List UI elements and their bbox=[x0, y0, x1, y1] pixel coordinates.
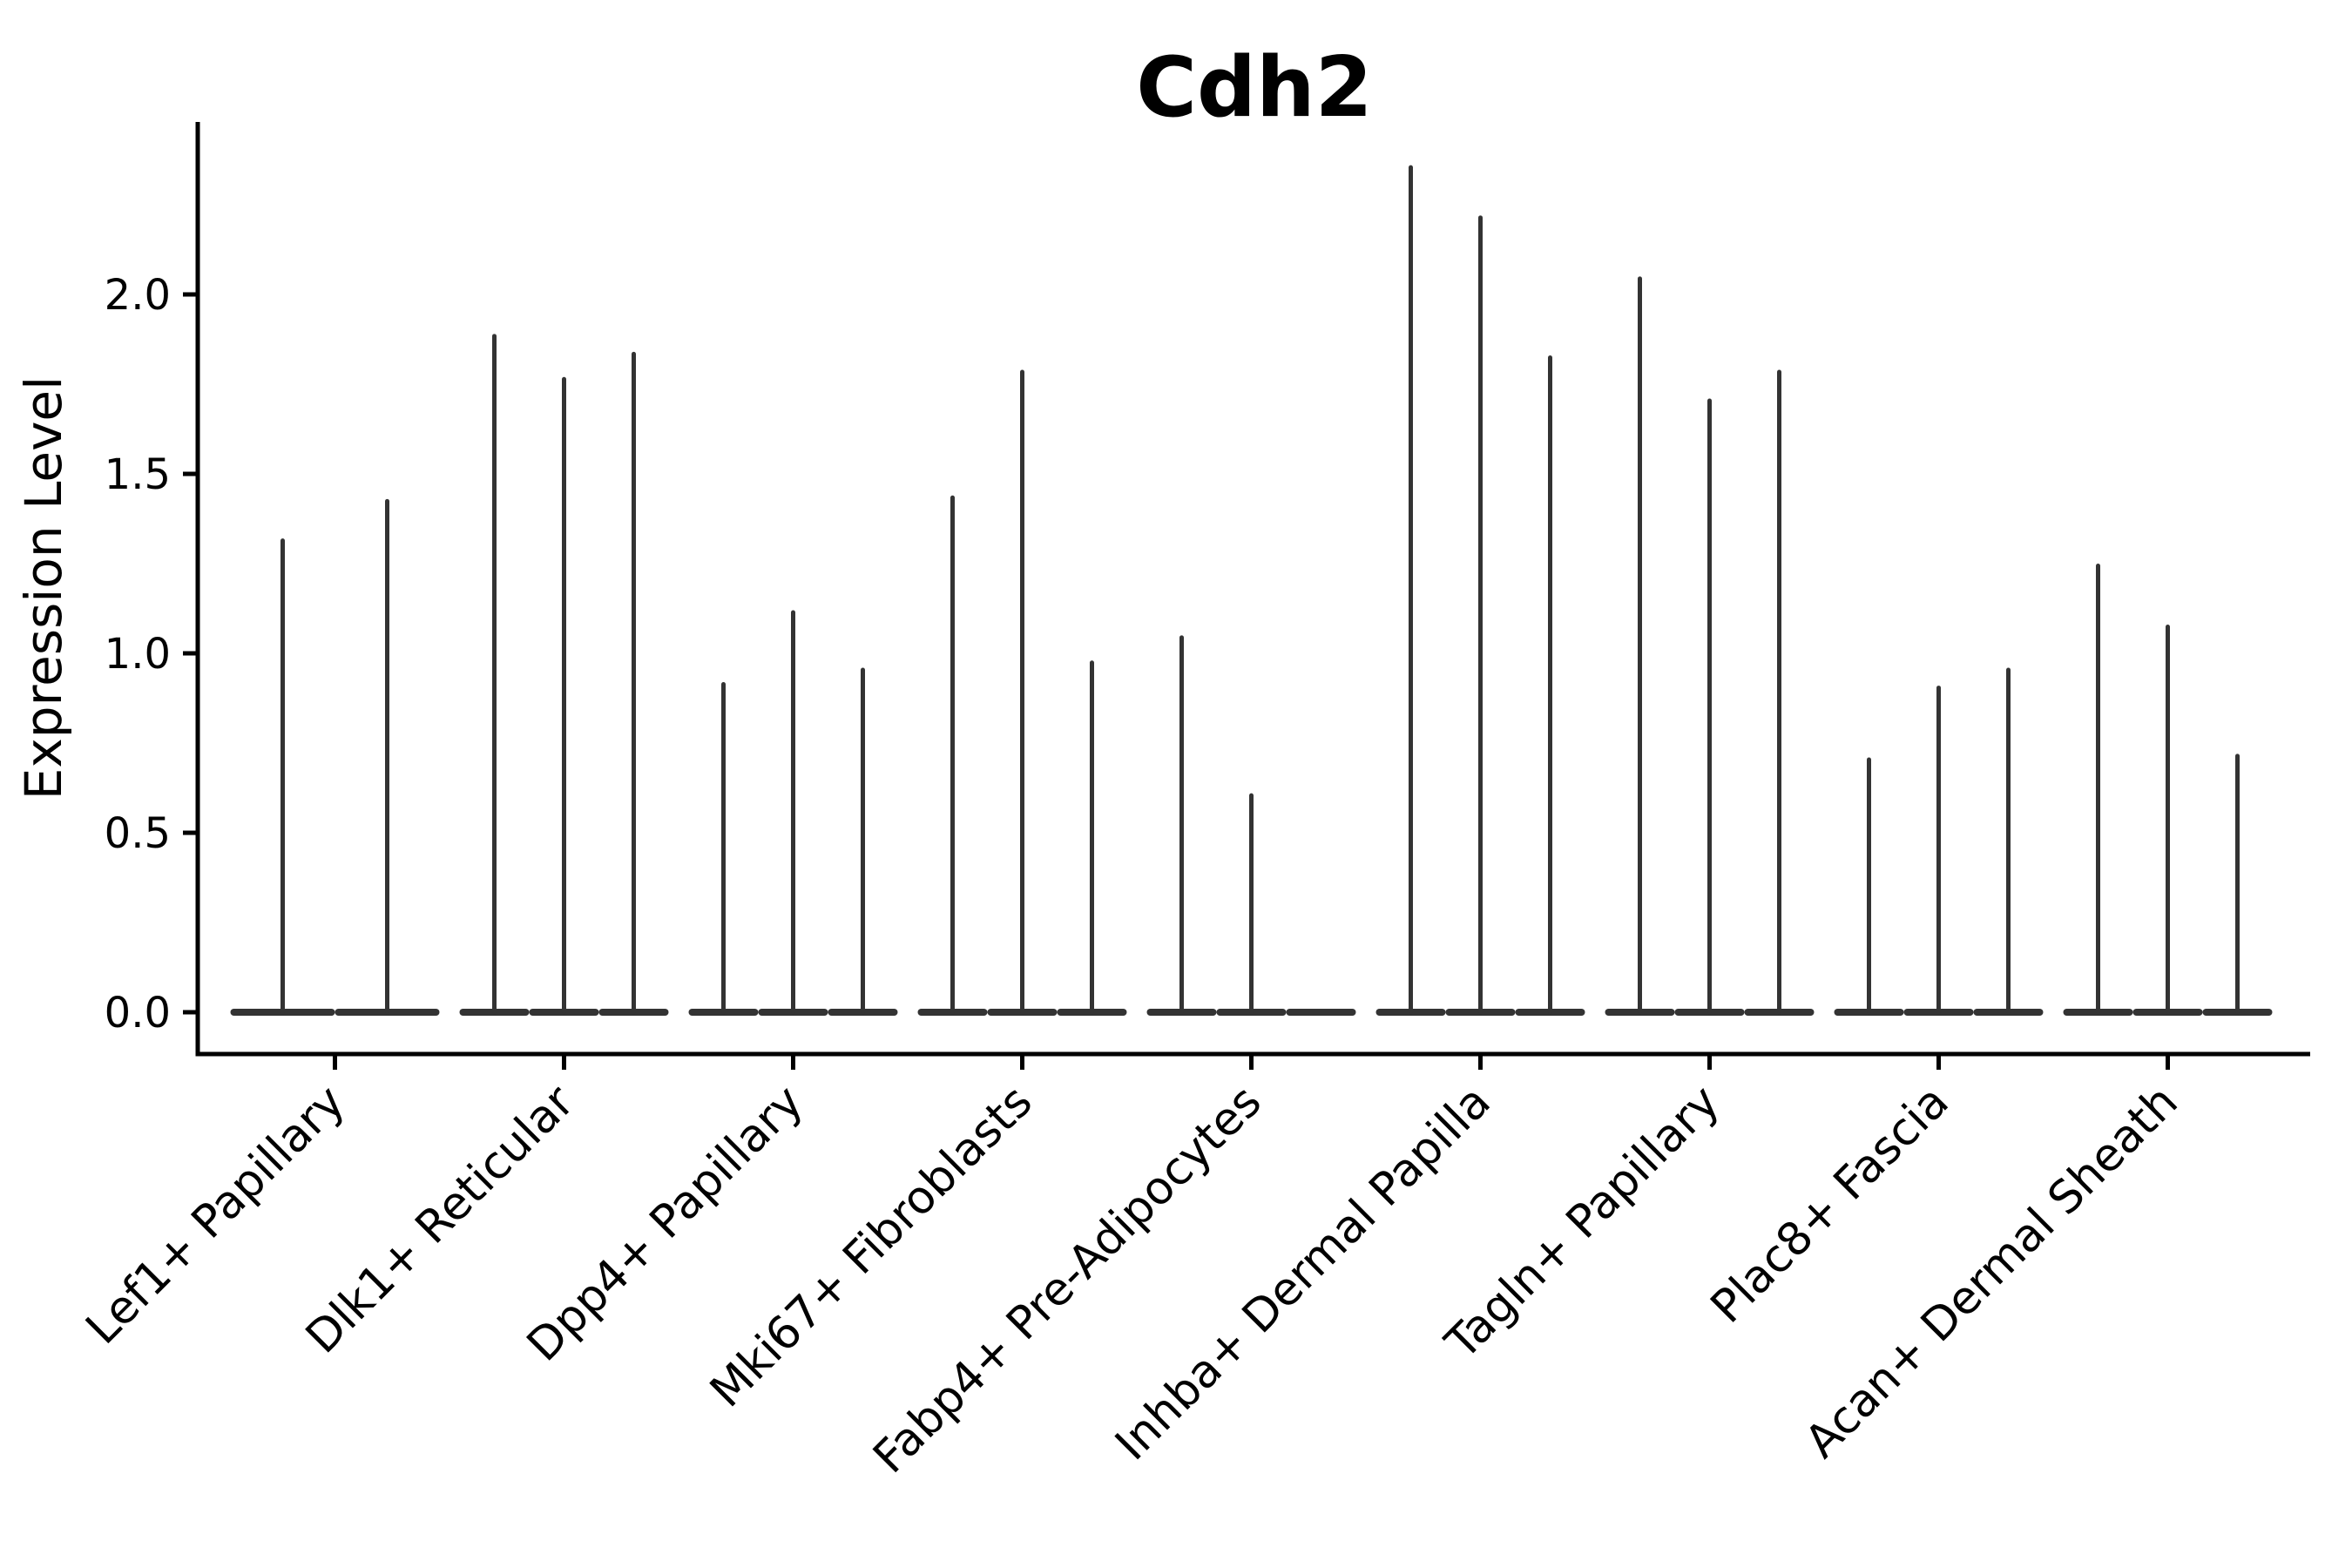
y-tick-label: 0.0 bbox=[105, 989, 171, 1037]
chart-title: Cdh2 bbox=[1136, 40, 1372, 136]
x-category-label: Inhba+ Dermal Papilla bbox=[1105, 1076, 1500, 1470]
y-tick-label: 1.0 bbox=[105, 630, 171, 679]
y-tick-label: 2.0 bbox=[105, 271, 171, 320]
y-tick-label: 0.5 bbox=[105, 809, 171, 858]
x-category-label: Plac8+ Fascia bbox=[1701, 1076, 1959, 1334]
y-tick-label: 1.5 bbox=[105, 450, 171, 499]
violin-base bbox=[1286, 1009, 1356, 1016]
x-category-label: Fabp4+ Pre-Adipocytes bbox=[863, 1076, 1271, 1484]
y-axis-label: Expression Level bbox=[14, 376, 73, 800]
x-category-label: Acan+ Dermal Sheath bbox=[1795, 1076, 2188, 1469]
